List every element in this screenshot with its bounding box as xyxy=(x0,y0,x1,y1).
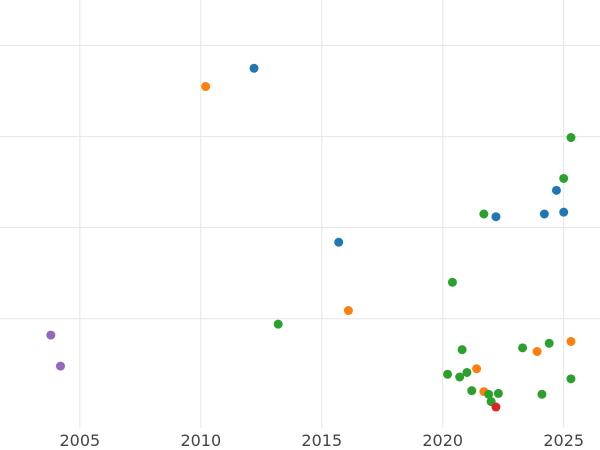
data-point-s2-4 xyxy=(457,345,467,355)
data-point-s2-1 xyxy=(443,369,453,379)
data-point-s2-12 xyxy=(537,389,547,399)
data-point-s0-3 xyxy=(539,209,549,219)
data-point-s2-15 xyxy=(566,133,576,143)
data-points xyxy=(46,63,576,412)
x-tick-label-2020: 2020 xyxy=(422,431,463,450)
data-point-s4-0 xyxy=(46,330,56,340)
x-axis-ticks: 2005 2010 2015 2020 2025 xyxy=(59,431,584,450)
data-point-s0-5 xyxy=(559,207,569,217)
data-point-s0-4 xyxy=(551,185,561,195)
x-tick-label-2015: 2015 xyxy=(301,431,342,450)
data-point-s2-14 xyxy=(559,173,569,183)
data-point-s1-0 xyxy=(201,82,211,92)
x-tick-label-2005: 2005 xyxy=(59,431,100,450)
data-point-s3-0 xyxy=(491,402,501,412)
data-point-s1-4 xyxy=(532,347,542,357)
data-point-s4-1 xyxy=(55,361,65,371)
data-point-s2-11 xyxy=(518,343,528,353)
data-point-s0-0 xyxy=(249,63,259,73)
data-point-s1-2 xyxy=(472,364,482,374)
data-point-s0-1 xyxy=(334,237,344,247)
data-point-s2-16 xyxy=(566,374,576,384)
data-point-s2-10 xyxy=(493,388,503,398)
x-tick-label-2025: 2025 xyxy=(543,431,584,450)
data-point-s2-8 xyxy=(484,389,494,399)
data-point-s2-5 xyxy=(462,367,472,377)
data-point-s2-3 xyxy=(455,372,465,382)
data-point-s2-0 xyxy=(273,319,283,329)
data-point-s2-13 xyxy=(544,338,554,348)
data-point-s2-7 xyxy=(479,209,489,219)
data-point-s1-5 xyxy=(566,336,576,346)
data-point-s0-2 xyxy=(491,212,501,222)
grid xyxy=(0,0,600,428)
data-point-s2-2 xyxy=(447,277,457,287)
data-point-s1-1 xyxy=(343,306,353,316)
x-tick-label-2010: 2010 xyxy=(180,431,221,450)
data-point-s2-6 xyxy=(467,386,477,396)
